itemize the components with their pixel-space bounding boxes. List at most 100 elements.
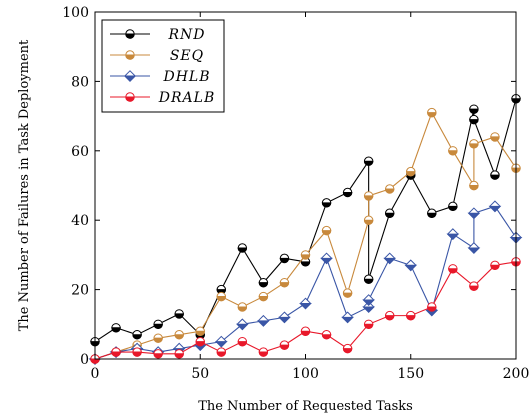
data-point-dralb	[258, 347, 269, 357]
data-point-seq	[363, 215, 374, 225]
data-point-dhlb	[383, 252, 397, 265]
data-point-dralb	[490, 260, 500, 271]
data-point-seq	[469, 180, 479, 191]
y-axis-label: The Number of Failures in Task Deploymen…	[17, 39, 32, 331]
legend-marker	[125, 92, 135, 102]
data-point-dhlb	[404, 259, 418, 272]
legend-item-rnd: RND	[110, 27, 205, 43]
plot-area	[88, 94, 523, 365]
data-point-rnd	[363, 274, 374, 284]
legend-label: DHLB	[162, 69, 210, 85]
data-point-rnd	[469, 104, 479, 114]
data-point-dhlb	[488, 200, 502, 213]
y-tick-label: 60	[71, 144, 89, 160]
data-point-rnd	[153, 319, 163, 329]
series-line-dralb	[94, 261, 517, 360]
data-point-seq	[384, 184, 395, 194]
data-point-dralb	[300, 326, 311, 336]
data-point-dhlb	[341, 311, 355, 324]
data-point-dralb	[195, 336, 205, 347]
data-point-rnd	[174, 309, 184, 319]
data-point-seq	[363, 191, 374, 201]
data-point-seq	[448, 146, 458, 156]
y-tick-label: 0	[80, 352, 89, 368]
data-point-dhlb	[278, 311, 291, 324]
data-point-dralb	[406, 310, 416, 321]
data-point-dhlb	[235, 318, 249, 331]
data-point-rnd	[490, 170, 500, 180]
x-tick-label: 0	[91, 366, 100, 382]
data-point-rnd	[132, 330, 142, 340]
data-point-rnd	[258, 277, 269, 288]
data-point-seq	[342, 288, 353, 298]
data-point-dralb	[174, 349, 184, 359]
data-point-rnd	[111, 323, 121, 333]
data-point-seq	[174, 330, 184, 340]
data-point-rnd	[469, 114, 479, 125]
data-point-seq	[153, 333, 163, 343]
data-point-dhlb	[299, 297, 312, 310]
axis-ticks: 0 50 100 150 200 0 20 40 60 80 100	[62, 5, 529, 382]
data-point-seq	[216, 291, 227, 302]
data-point-dralb	[237, 336, 248, 347]
data-point-dralb	[427, 302, 437, 312]
data-point-dhlb	[256, 314, 270, 327]
x-axis-label: The Number of Requested Tasks	[198, 399, 413, 414]
data-point-dralb	[469, 281, 479, 291]
data-point-dralb	[216, 347, 227, 357]
data-point-dralb	[448, 264, 458, 274]
legend: RND SEQ DHLB DRALB	[101, 19, 225, 113]
data-point-rnd	[363, 156, 374, 166]
data-point-dhlb	[446, 228, 460, 240]
legend-item-dhlb: DHLB	[110, 69, 210, 85]
data-point-dhlb	[467, 207, 481, 220]
data-point-rnd	[448, 201, 458, 212]
data-point-rnd	[384, 208, 395, 218]
legend-label: RND	[167, 27, 205, 43]
y-tick-label: 20	[71, 283, 89, 299]
y-tick-label: 80	[71, 74, 89, 90]
data-point-seq	[469, 139, 479, 149]
legend-marker	[125, 50, 135, 60]
data-point-dhlb	[320, 252, 333, 265]
data-point-rnd	[237, 243, 248, 253]
series-dralb	[90, 257, 521, 364]
data-point-seq	[237, 302, 248, 312]
data-point-seq	[300, 250, 311, 260]
data-point-dhlb	[467, 242, 481, 254]
data-point-seq	[321, 225, 332, 236]
legend-marker	[125, 29, 135, 39]
data-point-dralb	[342, 343, 353, 354]
data-point-seq	[258, 291, 269, 302]
data-point-seq	[195, 326, 205, 336]
y-tick-label: 40	[71, 213, 89, 229]
legend-item-seq: SEQ	[110, 48, 204, 64]
data-point-rnd	[321, 198, 332, 208]
data-point-rnd	[342, 187, 353, 198]
x-tick-label: 50	[191, 366, 209, 382]
legend-label: DRALB	[158, 90, 215, 106]
x-tick-label: 200	[503, 366, 529, 382]
data-point-dralb	[132, 347, 142, 357]
data-point-dhlb	[214, 335, 228, 348]
data-point-dralb	[363, 319, 374, 329]
data-point-rnd	[279, 253, 290, 264]
data-point-dhlb	[362, 301, 376, 313]
series-rnd	[90, 94, 521, 347]
legend-item-dralb: DRALB	[110, 90, 215, 106]
data-point-seq	[490, 132, 500, 142]
legend-label: SEQ	[170, 48, 204, 64]
y-tick-label: 100	[62, 5, 89, 21]
data-point-dhlb	[362, 294, 376, 306]
data-point-dralb	[153, 349, 163, 359]
data-point-dralb	[384, 310, 395, 321]
data-point-seq	[279, 277, 290, 288]
data-point-dralb	[111, 347, 121, 357]
data-point-dralb	[321, 330, 332, 340]
data-point-dralb	[279, 340, 290, 350]
x-tick-label: 150	[397, 366, 424, 382]
data-point-rnd	[427, 208, 437, 218]
data-point-seq	[406, 166, 416, 177]
legend-marker	[123, 70, 137, 82]
